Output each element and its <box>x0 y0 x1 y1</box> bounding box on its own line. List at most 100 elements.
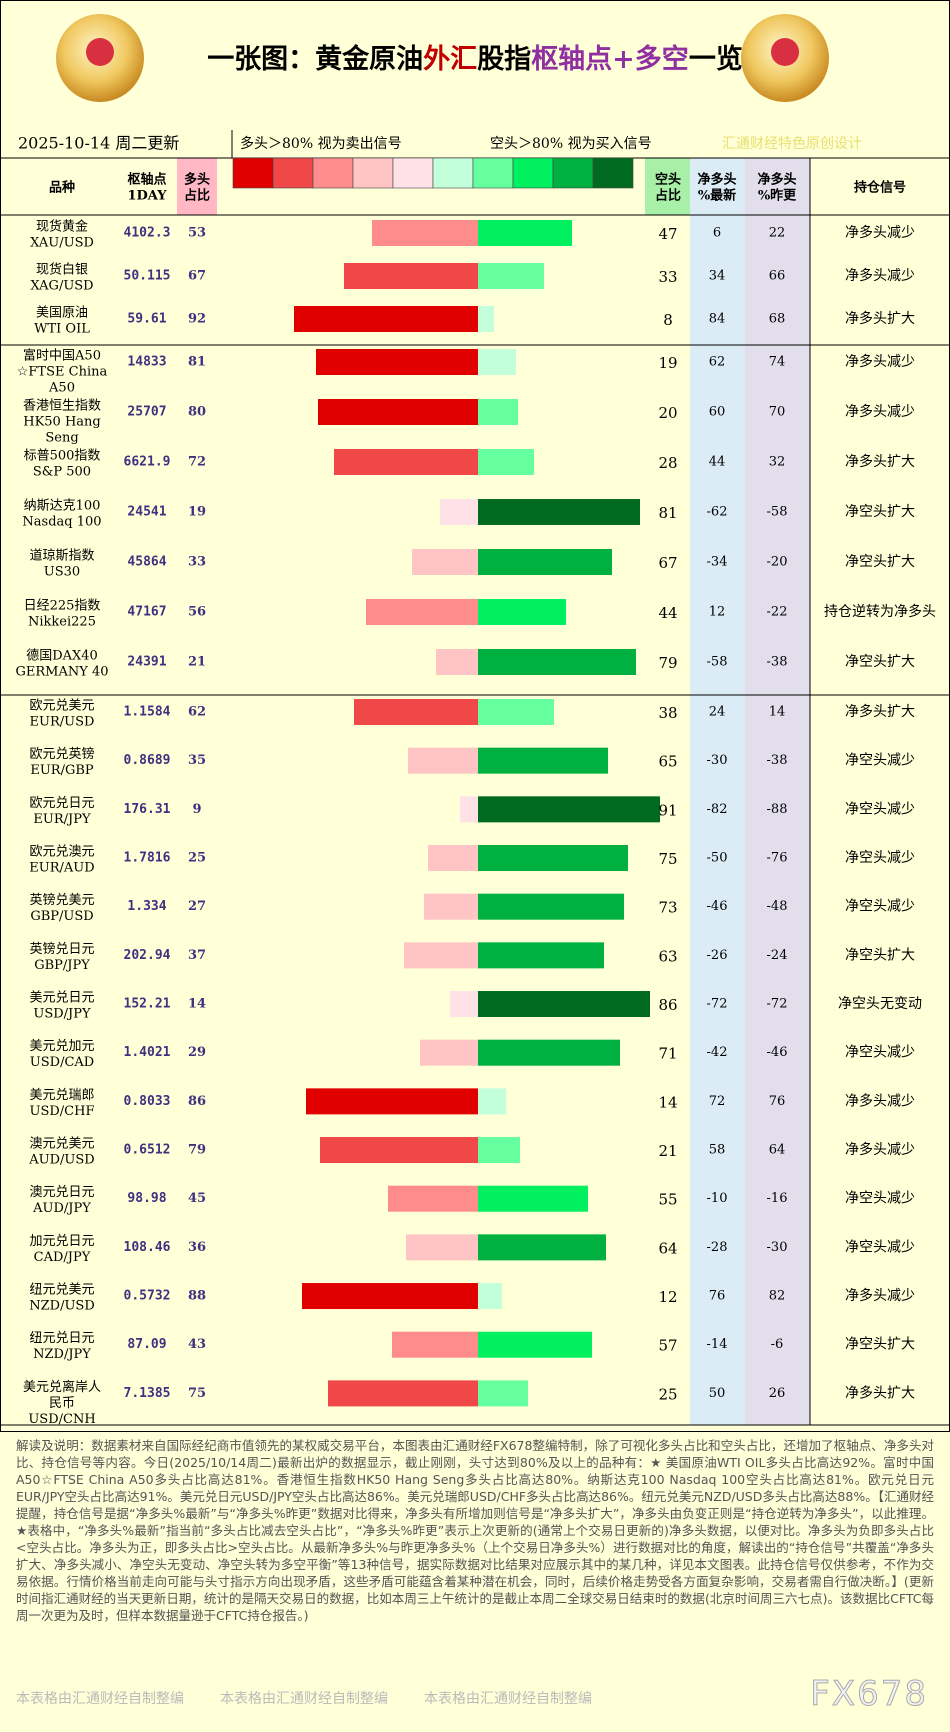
signal: 净空头减少 <box>845 1045 915 1061</box>
short-pct: 47 <box>658 225 677 243</box>
instrument-name: NZD/JPY <box>33 1347 91 1362</box>
scale-swatch <box>432 157 474 189</box>
instrument-name: EUR/AUD <box>29 861 94 876</box>
instrument-name: S&P 500 <box>33 465 91 480</box>
scale-swatch <box>352 157 394 189</box>
net-latest: -50 <box>707 851 728 866</box>
net-prev: 32 <box>769 455 786 470</box>
net-prev: -24 <box>767 948 788 963</box>
long-bar <box>316 349 478 375</box>
signal: 净多头扩大 <box>845 453 915 470</box>
net-prev: 22 <box>769 226 786 241</box>
long-pct: 75 <box>188 1386 206 1401</box>
net-latest: 34 <box>709 269 726 284</box>
net-prev: 82 <box>769 1289 786 1304</box>
signal: 净多头减少 <box>845 224 915 241</box>
pivot: 0.6512 <box>124 1143 171 1158</box>
instrument-name: ☆FTSE China <box>17 365 108 380</box>
instrument-name: 澳元兑美元 <box>29 1136 94 1152</box>
net-latest: -62 <box>707 505 728 520</box>
scale-swatch <box>392 157 434 189</box>
scale-swatch <box>232 157 274 189</box>
net-prev: -30 <box>767 1240 788 1255</box>
net-prev: 26 <box>769 1386 786 1401</box>
signal: 净多头减少 <box>845 353 915 370</box>
instrument-name: Nasdaq 100 <box>22 515 101 530</box>
short-bar <box>478 349 516 375</box>
instrument-name: 美元兑日元 <box>29 991 94 1006</box>
title-part: 一览 <box>689 43 743 75</box>
pivot: 24541 <box>127 505 166 520</box>
short-bar <box>478 845 628 872</box>
footer-note: 解读及说明：数据素材来自国际经纪商市值领先的某权威交易平台，本图表由汇通财经FX… <box>16 1438 934 1623</box>
net-prev: 76 <box>769 1094 786 1109</box>
signal: 净多头减少 <box>845 1141 915 1158</box>
short-pct: 86 <box>658 996 677 1014</box>
pivot: 98.98 <box>127 1191 166 1206</box>
long-bar <box>328 1380 478 1407</box>
logo-left-emblem <box>86 38 114 66</box>
long-pct: 88 <box>188 1289 206 1304</box>
pivot: 176.31 <box>124 802 171 817</box>
net-prev: -58 <box>767 505 788 520</box>
net-latest: 24 <box>709 705 726 720</box>
signal: 净多头扩大 <box>845 703 915 720</box>
short-pct: 20 <box>658 404 677 422</box>
instrument-name: 欧元兑美元 <box>29 699 94 714</box>
long-pct: 86 <box>188 1094 206 1109</box>
signal: 净多头减少 <box>845 1287 915 1304</box>
short-pct: 44 <box>658 604 677 622</box>
column-header: %昨更 <box>758 188 797 204</box>
pivot: 7.1385 <box>124 1386 171 1401</box>
short-pct: 21 <box>658 1142 677 1160</box>
long-pct: 29 <box>188 1045 206 1060</box>
column-header: 品种 <box>49 180 75 196</box>
short-bar <box>478 1283 502 1310</box>
pivot: 1.1584 <box>124 705 171 720</box>
short-bar <box>478 699 554 725</box>
scale-swatch <box>592 157 634 189</box>
signal: 净空头减少 <box>845 1191 915 1207</box>
short-bar <box>478 1137 520 1164</box>
long-bar <box>436 649 478 675</box>
instrument-name: AUD/JPY <box>32 1201 91 1216</box>
net-latest: -26 <box>707 948 728 963</box>
long-bar <box>294 306 478 332</box>
short-bar <box>478 796 660 823</box>
instrument-name: GBP/USD <box>30 909 93 924</box>
long-bar <box>404 942 478 969</box>
long-bar <box>412 549 478 575</box>
pivot: 1.4021 <box>124 1045 171 1060</box>
long-pct: 27 <box>188 899 206 914</box>
long-pct: 92 <box>188 312 206 327</box>
net-latest: -30 <box>707 753 728 768</box>
instrument-name: WTI OIL <box>34 322 90 337</box>
short-pct: 33 <box>658 268 677 286</box>
pivot: 0.5732 <box>124 1289 171 1304</box>
net-prev: 70 <box>769 405 786 420</box>
column-header: 1DAY <box>127 189 167 204</box>
column-header: 占比 <box>655 188 681 204</box>
long-pct: 72 <box>188 455 206 470</box>
short-bar <box>478 263 544 289</box>
pivot: 59.61 <box>127 312 166 327</box>
signal: 净空头无变动 <box>838 996 922 1012</box>
instrument-name: 澳元兑日元 <box>29 1184 94 1200</box>
pivot: 24391 <box>127 655 166 670</box>
signal: 净多头减少 <box>845 1092 915 1109</box>
instrument-name: USD/CAD <box>30 1055 94 1070</box>
watermark: 本表格由汇通财经自制整编 <box>16 1691 184 1707</box>
pivot: 87.09 <box>127 1337 166 1352</box>
column-header: 多头 <box>184 172 210 188</box>
instrument-name: 日经225指数 <box>24 599 101 614</box>
instrument-name: 纽元兑日元 <box>29 1331 94 1346</box>
net-prev: -6 <box>771 1337 784 1352</box>
net-latest: -82 <box>707 802 728 817</box>
long-pct: 45 <box>188 1191 206 1206</box>
scale-swatch <box>552 157 594 189</box>
watermark: 本表格由汇通财经自制整编 <box>424 1691 592 1707</box>
short-bar <box>478 1088 506 1115</box>
short-pct: 28 <box>658 454 677 472</box>
instrument-name: GBP/JPY <box>34 958 90 973</box>
pivot: 4102.3 <box>124 226 171 241</box>
